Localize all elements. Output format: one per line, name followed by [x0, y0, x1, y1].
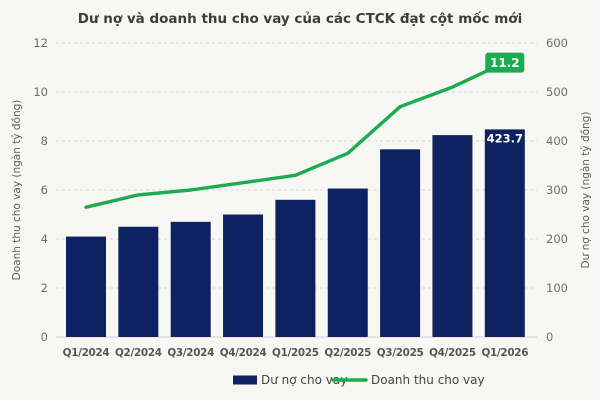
left-tick-6: 6 — [41, 183, 48, 197]
legend: Dư nợ cho vay Doanh thu cho vay — [233, 373, 485, 387]
right-axis-title: Dư nợ cho vay (ngàn tỷ đồng) — [580, 112, 592, 269]
line-value-label: 11.2 — [490, 56, 520, 70]
left-tick-10: 10 — [33, 85, 48, 99]
x-label-q3-2024: Q3/2024 — [167, 347, 214, 359]
bar-q3-2024[interactable] — [170, 221, 211, 337]
line-series — [84, 60, 507, 209]
right-axis-ticks: 0 100 200 300 400 500 600 — [546, 36, 568, 344]
annotations: 11.2 423.7 — [485, 52, 525, 145]
right-tick-200: 200 — [546, 232, 568, 246]
bar-q4-2024[interactable] — [223, 214, 264, 338]
legend-label: Dư nợ cho vay — [261, 373, 347, 387]
left-tick-4: 4 — [41, 232, 48, 246]
bar-series — [66, 129, 525, 337]
bar-q1-2026[interactable] — [484, 129, 525, 337]
x-label-q1-2026: Q1/2026 — [481, 347, 528, 359]
bar-q4-2025[interactable] — [432, 135, 473, 337]
bar-q3-2025[interactable] — [380, 149, 421, 337]
chart-title: Dư nợ và doanh thu cho vay của các CTCK … — [78, 10, 522, 27]
bar-q1-2025[interactable] — [275, 199, 316, 337]
legend-item-doanh-thu-cho-vay[interactable]: Doanh thu cho vay — [331, 373, 485, 387]
x-label-q4-2024: Q4/2024 — [220, 347, 267, 359]
bar-q2-2025[interactable] — [327, 188, 368, 337]
line-value-badge — [485, 52, 525, 73]
right-tick-600: 600 — [546, 36, 568, 50]
legend-item-d-n-cho-vay[interactable]: Dư nợ cho vay — [233, 373, 347, 387]
x-label-q3-2025: Q3/2025 — [377, 347, 424, 359]
right-tick-500: 500 — [546, 85, 568, 99]
left-tick-8: 8 — [41, 134, 48, 148]
right-tick-100: 100 — [546, 281, 568, 295]
left-tick-12: 12 — [33, 36, 48, 50]
left-tick-0: 0 — [41, 330, 48, 344]
x-label-q1-2024: Q1/2024 — [63, 347, 110, 359]
bar-q2-2024[interactable] — [118, 226, 159, 337]
x-label-q2-2025: Q2/2025 — [324, 347, 371, 359]
left-axis-title: Doanh thu cho vay (ngàn tỷ đồng) — [11, 100, 23, 281]
revenue-line[interactable] — [84, 60, 507, 209]
left-tick-2: 2 — [41, 281, 48, 295]
right-tick-0: 0 — [546, 330, 553, 344]
x-label-q2-2024: Q2/2024 — [115, 347, 162, 359]
bar-value-label: 423.7 — [487, 131, 523, 145]
x-label-q4-2025: Q4/2025 — [429, 347, 476, 359]
x-label-q1-2025: Q1/2025 — [272, 347, 319, 359]
right-tick-300: 300 — [546, 183, 568, 197]
legend-label: Doanh thu cho vay — [371, 373, 485, 387]
x-axis-labels: Q1/2024 Q2/2024 Q3/2024 Q4/2024 Q1/2025 Q2/20… — [63, 347, 529, 359]
legend-bar-swatch — [233, 375, 257, 385]
left-axis-ticks: 0 2 4 6 8 10 12 — [33, 36, 48, 344]
right-tick-400: 400 — [546, 134, 568, 148]
bar-q1-2024[interactable] — [66, 236, 106, 337]
